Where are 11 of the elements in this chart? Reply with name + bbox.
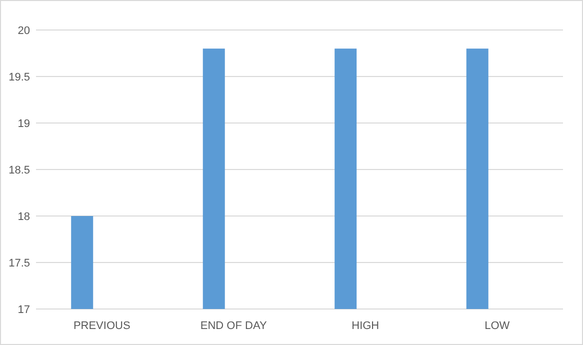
x-tick-label: HIGH: [352, 320, 380, 332]
y-tick-label: 20: [18, 24, 30, 37]
x-tick-label: LOW: [484, 320, 510, 332]
y-tick-label: 19.5: [8, 71, 30, 84]
y-tick-label: 19: [18, 118, 30, 130]
x-tick-label: PREVIOUS: [73, 320, 130, 332]
y-tick-label: 18: [18, 210, 30, 223]
y-tick-label: 17.5: [8, 257, 30, 270]
x-tick-label: END OF DAY: [200, 320, 268, 332]
y-tick-label: 17: [18, 304, 30, 316]
y-tick-label: 18.5: [8, 164, 30, 176]
